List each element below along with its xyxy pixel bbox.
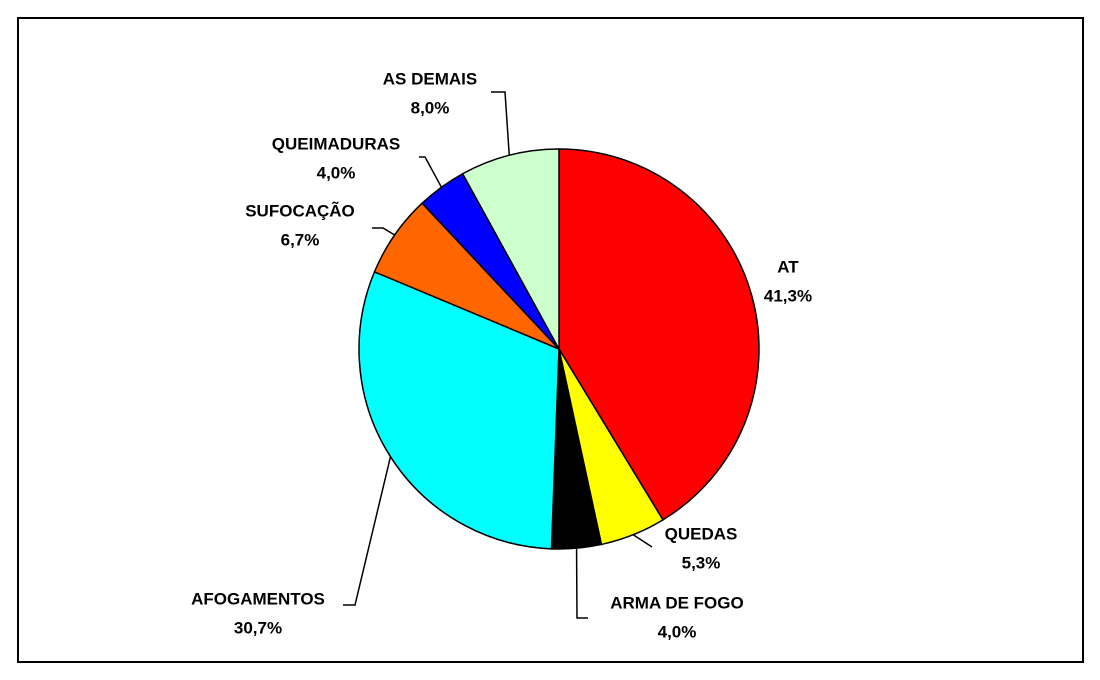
slice-value-label: 5,3% (682, 553, 721, 572)
slice-value-label: 6,7% (281, 230, 320, 249)
slice-value-label: 4,0% (317, 163, 356, 182)
slice-label: AS DEMAIS (383, 69, 477, 88)
leader-line (372, 227, 396, 236)
slice-label: SUFOCAÇÃO (245, 200, 355, 220)
pie-slice (358, 270, 560, 550)
slice-value-label: 30,7% (234, 618, 282, 637)
slice-label: ARMA DE FOGO (610, 593, 743, 612)
slice-label: QUEIMADURAS (272, 134, 400, 153)
slice-value-label: 41,3% (764, 286, 812, 305)
leader-line (632, 534, 653, 548)
leader-line (343, 456, 392, 606)
slice-value-label: 4,0% (658, 622, 697, 641)
slice-value-label: 8,0% (411, 98, 450, 117)
leader-line (491, 91, 511, 156)
pie-slice (558, 148, 760, 521)
slice-label: AT (777, 257, 799, 276)
slice-label: AFOGAMENTOS (191, 589, 325, 608)
pie-slice (461, 148, 560, 350)
leader-line (575, 548, 588, 619)
slice-label: QUEDAS (665, 524, 738, 543)
leader-line (419, 156, 443, 188)
